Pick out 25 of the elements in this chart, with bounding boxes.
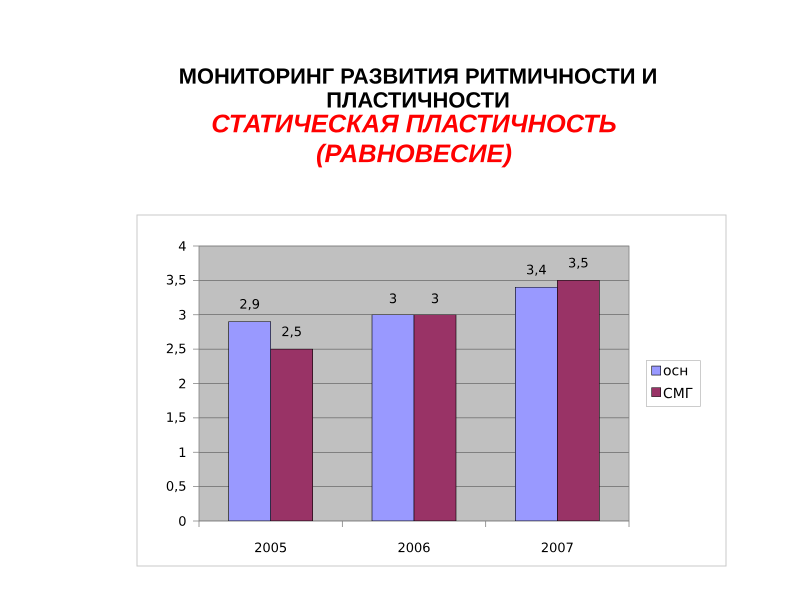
bar <box>372 314 414 521</box>
y-tick-label: 2 <box>179 378 186 388</box>
y-tick-label: 0,5 <box>166 481 186 492</box>
data-label: 3 <box>390 293 396 304</box>
bar <box>228 321 271 521</box>
y-tick-label: 4 <box>178 241 186 251</box>
data-label: 3,5 <box>569 258 588 269</box>
y-tick-label: 3,5 <box>166 274 186 286</box>
legend-label: СМГ <box>664 388 692 398</box>
y-tick-label: 0 <box>179 516 186 526</box>
bar <box>515 286 558 521</box>
y-tick-label: 1 <box>180 448 186 457</box>
chart-title: МОНИТОРИНГ РАЗВИТИЯ РИТМИЧНОСТИ И ПЛАСТИЧНОСТИ <box>180 68 656 108</box>
data-label: 3,4 <box>527 264 546 276</box>
x-tick-label: 2005 <box>255 542 286 552</box>
y-tick-label: 2,5 <box>166 344 186 355</box>
legend-label: осн <box>664 367 688 376</box>
y-tick-label: 3 <box>179 310 186 320</box>
chart-subtitle: СТАТИЧЕСКАЯ ПЛАСТИЧНОСТЬ (РАВНОВЕСИЕ) <box>212 114 616 168</box>
data-label: 2,9 <box>240 298 260 310</box>
x-tick-label: 2006 <box>398 542 430 552</box>
y-tick-label: 1,5 <box>167 412 186 424</box>
data-label: 3 <box>432 293 438 304</box>
x-tick-label: 2007 <box>542 542 573 552</box>
data-label: 2,5 <box>282 326 301 338</box>
